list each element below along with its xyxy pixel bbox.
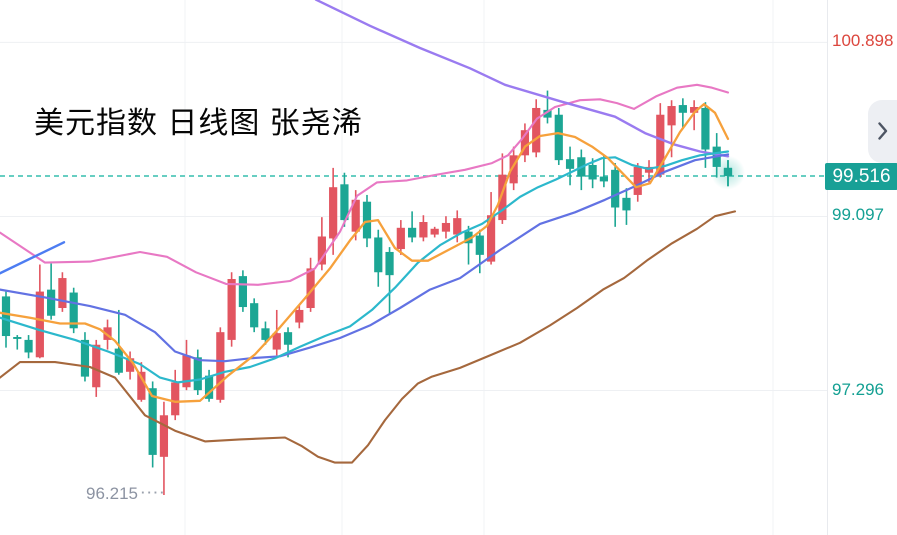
low-price-label: 96.215 ···· — [86, 484, 166, 504]
line-lower_band — [0, 210, 737, 464]
line-trend_down — [314, 0, 730, 158]
chart-watermark-title: 美元指数 日线图 张尧浠 — [34, 107, 363, 140]
dotted-leader: ···· — [141, 485, 167, 500]
line-upper_band — [0, 83, 730, 286]
price-axis[interactable]: 100.898 99.097 97.296 99.516 — [825, 0, 897, 535]
candles-layer — [1, 90, 733, 496]
low-price-value: 96.215 — [86, 484, 138, 503]
price-axis-label-low: 97.296 — [832, 380, 884, 399]
collapse-panel-button[interactable] — [868, 100, 897, 163]
current-price-badge: 99.516 — [825, 163, 897, 190]
price-axis-label-mid: 99.097 — [832, 205, 884, 224]
line-ma_mid — [0, 150, 730, 384]
line-ma_fast — [0, 102, 730, 403]
last-candle-glow — [710, 155, 745, 190]
chevron-right-icon — [878, 122, 888, 140]
line-ma_slow — [0, 153, 730, 363]
line-trend_up — [0, 241, 66, 275]
price-axis-label-high: 100.898 — [832, 31, 894, 50]
overlay-lines-layer — [0, 0, 737, 464]
